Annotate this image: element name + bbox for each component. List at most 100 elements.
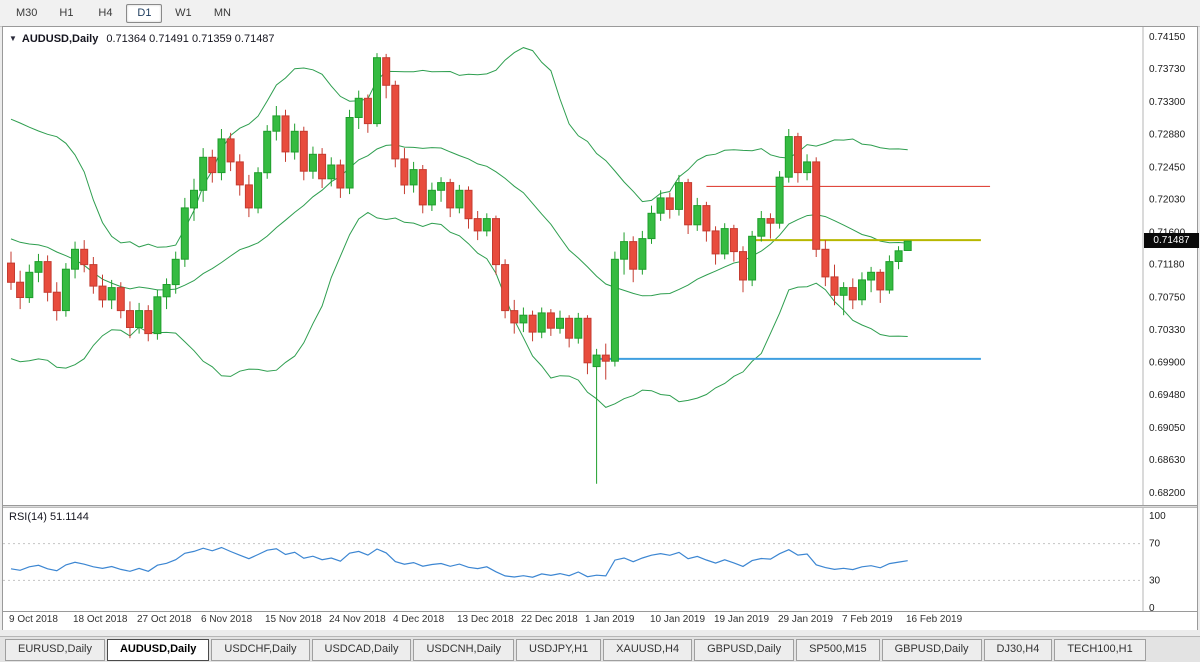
candle-body <box>98 285 107 301</box>
chart-tab-gbpusd-daily[interactable]: GBPUSD,Daily <box>694 639 795 661</box>
chart-tab-sp500-m15[interactable]: SP500,M15 <box>796 639 880 661</box>
date-axis-label: 29 Jan 2019 <box>778 614 834 625</box>
candle-body <box>107 287 116 301</box>
candle-body <box>16 281 25 298</box>
timeframe-button-d1[interactable]: D1 <box>126 3 163 23</box>
candle-body <box>848 287 857 301</box>
candle-body <box>318 153 327 180</box>
candle-body <box>894 250 903 263</box>
collapse-triangle-icon[interactable]: ▼ <box>9 34 17 43</box>
candle-body <box>556 317 564 329</box>
candle-body <box>867 271 876 281</box>
candle-body <box>757 218 766 237</box>
candle-body <box>519 314 528 324</box>
candle-body <box>281 115 290 153</box>
candle-body <box>739 251 747 281</box>
chart-tab-audusd-daily[interactable]: AUDUSD,Daily <box>106 639 210 661</box>
rsi-scale-label: 100 <box>1149 511 1166 522</box>
chart-tab-gbpusd-daily[interactable]: GBPUSD,Daily <box>881 639 982 661</box>
chart-tab-usdjpy-h1[interactable]: USDJPY,H1 <box>516 639 602 661</box>
candle-body <box>144 310 153 335</box>
candle-body <box>665 197 674 210</box>
date-axis-label: 10 Jan 2019 <box>650 614 706 625</box>
candle-body <box>373 57 381 125</box>
candle-body <box>153 296 162 335</box>
candle-body <box>482 218 491 232</box>
timeframe-button-mn[interactable]: MN <box>213 6 231 19</box>
candle-body <box>89 264 98 287</box>
candle-body <box>592 354 601 368</box>
price-axis-label: 0.73730 <box>1149 64 1186 75</box>
candle-body <box>766 218 775 224</box>
chart-tab-xauusd-h4[interactable]: XAUUSD,H4 <box>603 639 693 661</box>
candle-body <box>437 182 446 191</box>
candle-body <box>537 312 546 333</box>
candle-body <box>263 130 272 174</box>
candle-body <box>528 314 537 333</box>
candle-body <box>656 197 665 214</box>
price-axis-label: 0.74150 <box>1149 32 1186 43</box>
date-axis-label: 22 Dec 2018 <box>521 614 578 625</box>
candles-layer <box>7 53 912 484</box>
candle-body <box>583 317 592 364</box>
candle-body <box>610 258 619 362</box>
candle-body <box>446 182 455 209</box>
rsi-axis: 100 70 30 0 <box>3 508 1166 611</box>
price-axis-label: 0.71180 <box>1149 260 1185 271</box>
candle-body <box>775 176 784 224</box>
candle-body <box>601 354 610 362</box>
candle-body <box>7 262 15 283</box>
panel-splitter[interactable] <box>3 505 1197 508</box>
chart-tab-dj30-h4[interactable]: DJ30,H4 <box>983 639 1053 661</box>
candle-body <box>299 130 308 172</box>
candle-body <box>574 317 583 339</box>
timeframe-button-m30[interactable]: M30 <box>16 6 38 19</box>
chart-tab-usdcnh-daily[interactable]: USDCNH,Daily <box>413 639 515 661</box>
timeframe-button-h1[interactable]: H1 <box>59 6 74 19</box>
candle-body <box>43 261 52 293</box>
rsi-scale-label: 30 <box>1149 575 1161 586</box>
candle-body <box>308 153 317 172</box>
candle-body <box>803 161 812 174</box>
candle-body <box>208 156 217 174</box>
candle-body <box>382 57 391 86</box>
candle-body <box>638 238 647 270</box>
timeframe-toolbar: M30 H1 H4 D1 W1 MN <box>0 0 1200 27</box>
candle-body <box>510 310 519 324</box>
candle-body <box>126 310 134 329</box>
candle-body <box>199 156 208 191</box>
price-axis-label: 0.69050 <box>1149 423 1186 434</box>
rsi-indicator-label: RSI(14) 51.1144 <box>9 511 89 523</box>
candle-body <box>501 264 510 312</box>
price-axis-label: 0.72880 <box>1149 129 1186 140</box>
chart-panel[interactable]: 0.74150 0.73730 0.73300 0.72880 0.72450 0.720… <box>2 26 1199 630</box>
candle-body <box>620 241 629 260</box>
price-axis-label: 0.71600 <box>1149 227 1186 238</box>
candle-body <box>61 268 70 312</box>
timeframe-button-w1[interactable]: W1 <box>175 6 192 19</box>
chart-tab-usdchf-daily[interactable]: USDCHF,Daily <box>211 639 310 661</box>
chart-tab-usdcad-daily[interactable]: USDCAD,Daily <box>311 639 412 661</box>
candle-body <box>34 261 43 273</box>
candle-body <box>327 164 336 180</box>
current-price-badge: 0.71487 <box>1144 233 1199 248</box>
timeframe-button-h4[interactable]: H4 <box>98 6 113 19</box>
price-axis-label: 0.70750 <box>1149 293 1186 304</box>
candle-body <box>162 284 171 298</box>
candle-body <box>903 240 912 252</box>
candle-body <box>647 212 656 240</box>
candle-body <box>345 117 354 189</box>
date-axis-label: 7 Feb 2019 <box>842 614 893 625</box>
main-chart-canvas[interactable]: 0.74150 0.73730 0.73300 0.72880 0.72450 0.720… <box>3 27 1197 505</box>
candle-body <box>418 169 427 206</box>
rsi-indicator-canvas[interactable]: 100 70 30 0 <box>3 508 1197 611</box>
candle-body <box>693 205 702 226</box>
date-axis-label: 4 Dec 2018 <box>393 614 445 625</box>
candle-body <box>272 115 281 132</box>
chart-tab-eurusd-daily[interactable]: EURUSD,Daily <box>5 639 105 661</box>
chart-tab-tech100-h1[interactable]: TECH100,H1 <box>1054 639 1146 661</box>
candle-body <box>748 235 757 281</box>
candle-body <box>116 287 125 312</box>
bollinger-bands <box>10 47 908 408</box>
